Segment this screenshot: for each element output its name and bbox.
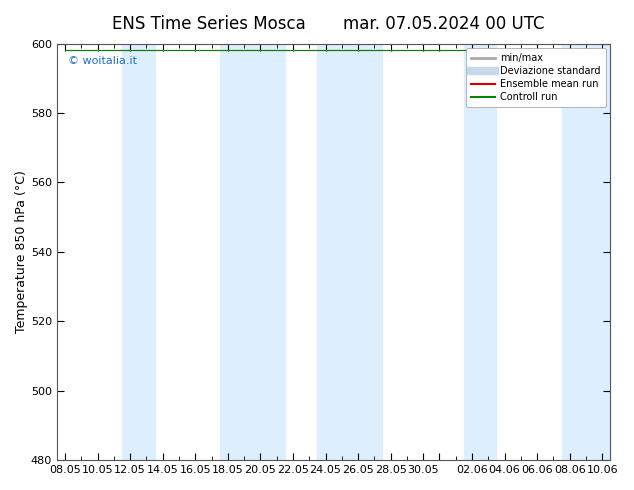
Y-axis label: Temperature 850 hPa (°C): Temperature 850 hPa (°C) [15,171,28,333]
Bar [464,44,496,460]
Text: mar. 07.05.2024 00 UTC: mar. 07.05.2024 00 UTC [343,15,545,33]
Bar [220,44,285,460]
Bar [122,44,155,460]
Text: © woitalia.it: © woitalia.it [68,56,137,66]
Text: ENS Time Series Mosca: ENS Time Series Mosca [112,15,306,33]
Legend: min/max, Deviazione standard, Ensemble mean run, Controll run: min/max, Deviazione standard, Ensemble m… [466,49,605,107]
Bar [562,44,619,460]
Bar [318,44,382,460]
